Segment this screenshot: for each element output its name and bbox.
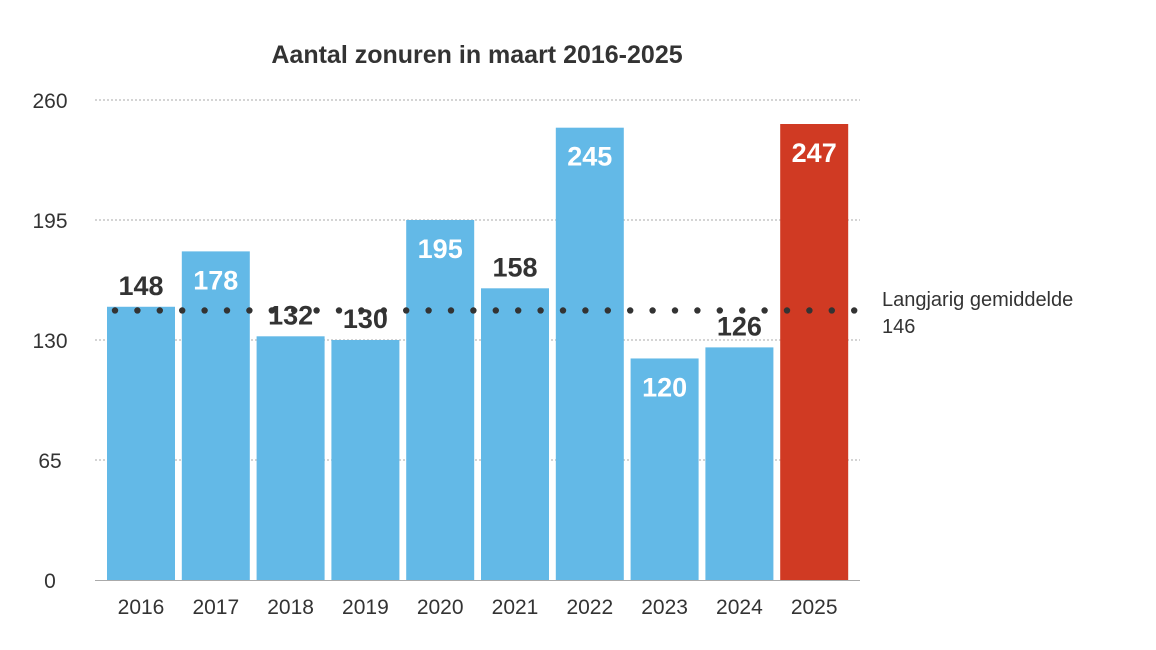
data-label: 195 xyxy=(418,234,463,264)
y-tick-label: 195 xyxy=(32,210,67,233)
bar-2020 xyxy=(406,220,475,580)
reference-line-dot xyxy=(716,307,723,314)
bar-2019 xyxy=(331,340,400,580)
reference-line-value: 146 xyxy=(882,316,915,338)
reference-line-dot xyxy=(403,307,410,314)
x-tick-label: 2025 xyxy=(791,596,838,619)
reference-line-dot xyxy=(313,307,320,314)
bar-2016 xyxy=(107,306,175,580)
reference-line-dot xyxy=(201,307,208,314)
reference-line-dot xyxy=(649,307,656,314)
x-tick-label: 2023 xyxy=(641,596,688,619)
data-label: 126 xyxy=(717,311,762,341)
data-label: 120 xyxy=(642,372,687,402)
data-label: 130 xyxy=(343,304,388,334)
data-label: 178 xyxy=(193,265,238,295)
reference-line-dot xyxy=(806,307,813,314)
reference-line-dot xyxy=(179,307,186,314)
bar-2022 xyxy=(555,127,624,580)
bar-2018 xyxy=(256,336,325,580)
bar-2017 xyxy=(181,251,250,580)
reference-line-dot xyxy=(515,307,522,314)
reference-line-dot xyxy=(268,307,275,314)
reference-line-dot xyxy=(559,307,567,314)
reference-line-dot xyxy=(358,307,365,314)
reference-line-dot xyxy=(851,307,858,314)
x-tick-label: 2016 xyxy=(118,596,165,619)
reference-line-dot xyxy=(223,307,231,314)
reference-line-dot xyxy=(447,307,455,314)
x-tick-label: 2019 xyxy=(342,596,389,619)
reference-line-dot xyxy=(671,307,679,314)
reference-line-dot xyxy=(828,307,835,314)
x-tick-label: 2024 xyxy=(716,596,763,619)
reference-line-label: Langjarig gemiddelde xyxy=(882,289,1073,311)
reference-line-dot xyxy=(761,307,768,314)
reference-line-dot xyxy=(291,307,298,314)
y-tick-label: 65 xyxy=(38,450,61,473)
data-label: 247 xyxy=(792,138,837,168)
bar-2023 xyxy=(630,358,699,580)
reference-line-dot xyxy=(783,307,791,314)
reference-line-dot xyxy=(604,307,611,314)
x-tick-label: 2022 xyxy=(566,596,613,619)
reference-line-dot xyxy=(627,307,634,314)
y-tick-label: 0 xyxy=(44,570,56,593)
reference-line-dot xyxy=(111,307,119,314)
reference-line-dot xyxy=(739,307,746,314)
reference-line-dot xyxy=(425,307,432,314)
reference-line-dot xyxy=(537,307,544,314)
data-label: 132 xyxy=(268,300,313,330)
data-label: 148 xyxy=(118,271,163,301)
reference-line-dot xyxy=(492,307,499,314)
x-tick-label: 2018 xyxy=(267,596,314,619)
reference-line-dot xyxy=(470,307,477,314)
reference-line-dot xyxy=(134,307,141,314)
reference-line-dot xyxy=(156,307,163,314)
x-tick-label: 2020 xyxy=(417,596,464,619)
reference-line-dot xyxy=(694,307,701,314)
chart-title: Aantal zonuren in maart 2016-2025 xyxy=(271,41,682,69)
y-tick-label: 130 xyxy=(32,330,67,353)
bar-2024 xyxy=(705,347,774,580)
bar-2021 xyxy=(481,288,549,580)
y-tick-label: 260 xyxy=(32,90,67,113)
reference-line-dot xyxy=(335,307,343,314)
data-label: 245 xyxy=(567,142,612,172)
x-tick-label: 2021 xyxy=(492,596,539,619)
bar-2025 xyxy=(780,124,849,580)
reference-line-dot xyxy=(380,307,387,314)
data-label: 158 xyxy=(492,252,537,282)
reference-line-dot xyxy=(582,307,589,314)
reference-line-dot xyxy=(246,307,253,314)
x-tick-label: 2017 xyxy=(192,596,239,619)
